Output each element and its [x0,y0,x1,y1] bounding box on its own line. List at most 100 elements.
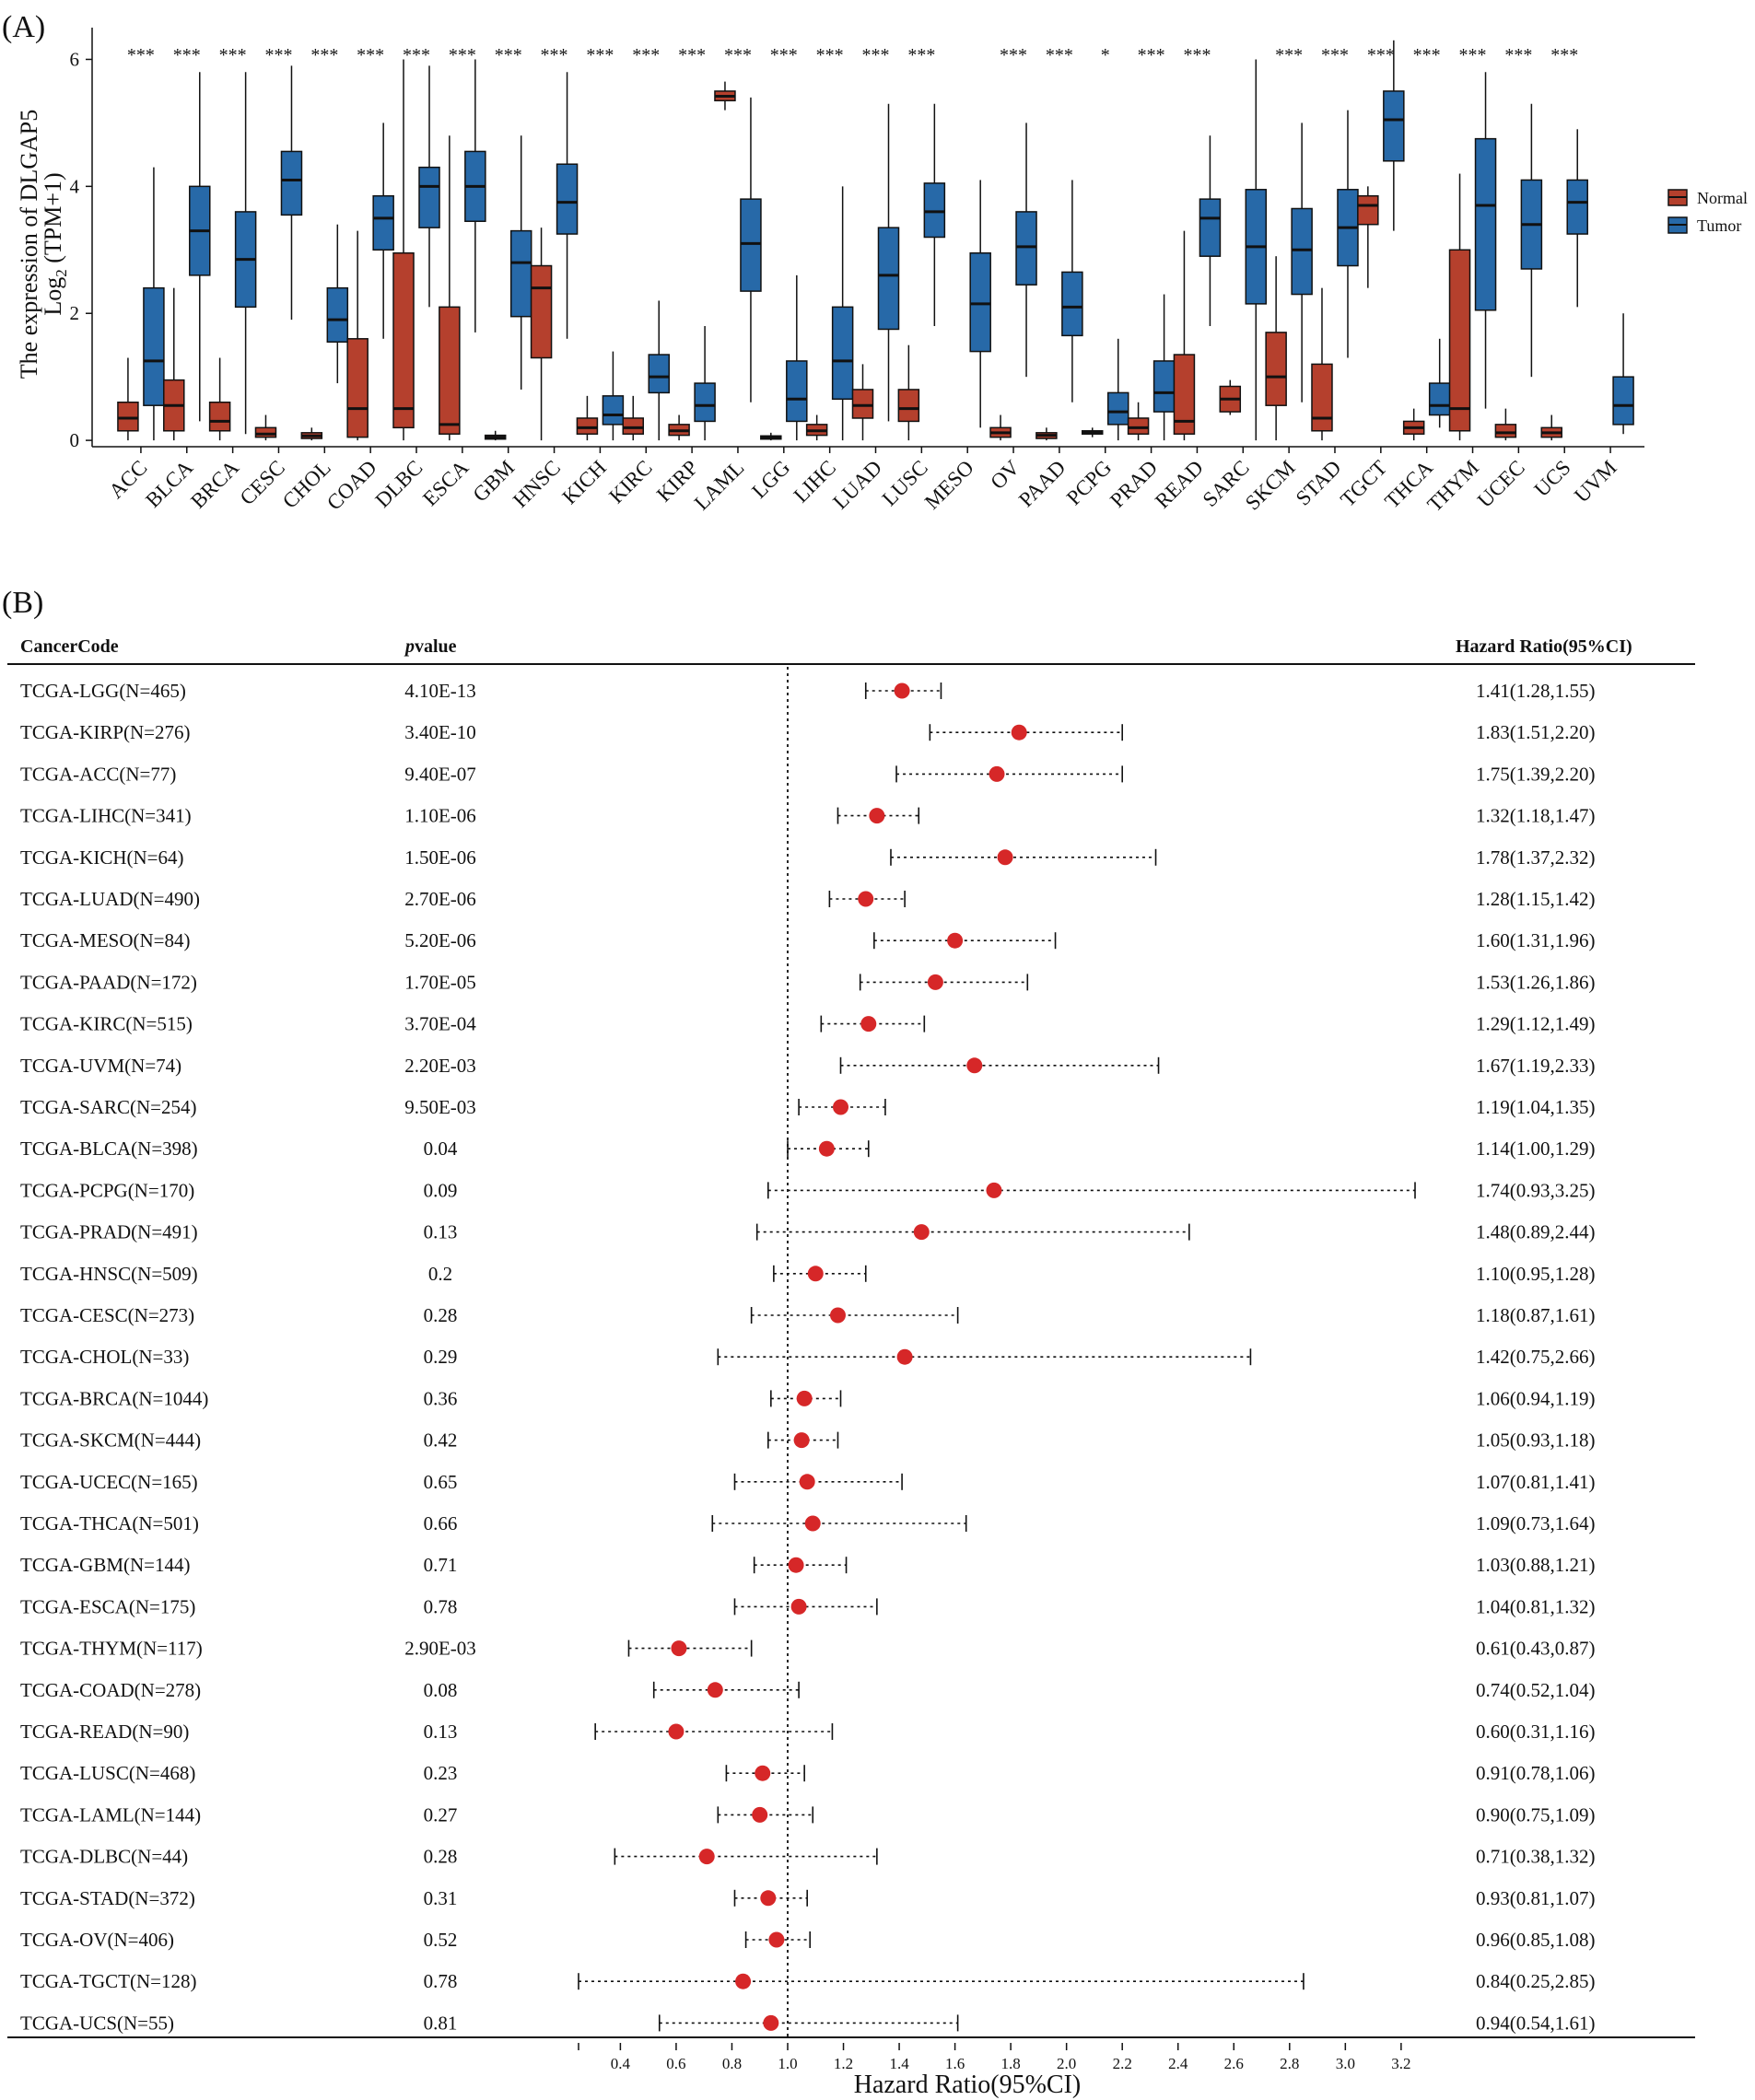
row-pvalue-tcga-kich-n-64-: 1.50E-06 [404,846,476,869]
row-pvalue-tcga-lgg-n-465-: 4.10E-13 [404,680,476,702]
box-normal-lusc-box [897,389,920,423]
significance-laml: *** [724,45,752,65]
x-tick-label-luad: LUAD [828,456,886,514]
x-tick-label: 1.0 [778,2055,797,2072]
row-pvalue-tcga-ov-n-406-: 0.52 [424,1929,458,1951]
row-pvalue-tcga-kirc-n-515-: 3.70E-04 [404,1013,476,1035]
significance-acc: *** [127,45,155,65]
row-hr-tcga-thym-n-117-: 0.61(0.43,0.87) [1476,1638,1596,1660]
box-normal-luad-box [851,389,874,419]
box-tumor-laml-box [740,198,762,292]
box-tumor-skcm-box [1291,207,1313,296]
row-cancer-tcga-read-n-90-: TCGA-READ(N=90) [20,1721,189,1743]
significance-lihc: *** [816,45,844,65]
row-pvalue-tcga-sarc-n-254-: 9.50E-03 [404,1096,476,1118]
row-cancer-tcga-brca-n-1044-: TCGA-BRCA(N=1044) [20,1387,208,1409]
box-tumor-lihc-box [831,306,854,401]
box-tumor-chol-box [326,286,349,344]
row-pvalue-tcga-gbm-n-144-: 0.71 [424,1554,458,1576]
row-hr-tcga-stad-n-372-: 0.93(0.81,1.07) [1476,1887,1596,1909]
row-pvalue-tcga-lusc-n-468-: 0.23 [424,1762,458,1784]
box-tumor-lusc-box [923,182,946,239]
significance-read: *** [1183,45,1211,65]
significance-ucs: *** [1550,45,1578,65]
forest-rows: TCGA-LGG(N=465) 4.10E-13 1.41(1.28,1.55) TC… [20,667,1596,2037]
box-tumor-kich-box [602,395,625,426]
row-pvalue-tcga-kirp-n-276-: 3.40E-10 [404,721,476,743]
row-pvalue-tcga-meso-n-84-: 5.20E-06 [404,929,476,951]
row-cancer-tcga-acc-n-77-: TCGA-ACC(N=77) [20,763,176,785]
x-tick-label-lgg: LGG [747,456,794,503]
row-hr-tcga-esca-n-175-: 1.04(0.81,1.32) [1476,1595,1596,1617]
row-pvalue-tcga-luad-n-490-: 2.70E-06 [404,888,476,910]
row-cancer-tcga-dlbc-n-44-: TCGA-DLBC(N=44) [20,1846,188,1868]
box-tumor-tgct-box [1383,90,1405,162]
row-cancer-tcga-lihc-n-341-: TCGA-LIHC(N=341) [20,805,192,827]
hr-point-tcga-kirc-n-515- [860,1016,877,1032]
row-hr-tcga-laml-n-144-: 0.90(0.75,1.09) [1476,1803,1596,1826]
row-hr-tcga-kich-n-64-: 1.78(1.37,2.32) [1476,846,1596,869]
significance-paad: *** [1046,45,1073,65]
row-cancer-tcga-kirc-n-515-: TCGA-KIRC(N=515) [20,1013,193,1035]
row-cancer-tcga-stad-n-372-: TCGA-STAD(N=372) [20,1887,195,1909]
row-hr-tcga-ov-n-406-: 0.96(0.85,1.08) [1476,1929,1596,1951]
row-hr-tcga-kirc-n-515-: 1.29(1.12,1.49) [1476,1013,1596,1035]
box-tumor-hnsc-box [556,163,579,235]
hr-point-tcga-read-n-90- [668,1723,684,1740]
x-tick-label-skcm: SKCM [1241,456,1300,515]
significance-lusc: *** [907,45,935,65]
x-tick-label-pcpg: PCPG [1062,456,1116,509]
row-pvalue-tcga-thym-n-117-: 2.90E-03 [404,1638,476,1660]
legend-label-tumor: Tumor [1697,216,1741,235]
hr-point-tcga-gbm-n-144- [788,1557,804,1573]
x-tick-label-ov: OV [986,456,1024,494]
box-tumor-ucs-box [1566,179,1588,235]
row-hr-tcga-pcpg-n-170-: 1.74(0.93,3.25) [1476,1179,1596,1201]
row-cancer-tcga-uvm-n-74-: TCGA-UVM(N=74) [20,1055,181,1077]
row-hr-tcga-cesc-n-273-: 1.18(0.87,1.61) [1476,1304,1596,1326]
box-normal-thym-box [1448,249,1471,432]
row-pvalue-tcga-hnsc-n-509-: 0.2 [428,1263,452,1285]
row-cancer-tcga-laml-n-144-: TCGA-LAML(N=144) [20,1803,201,1826]
box-tumor-cesc-box [280,150,303,216]
box-normal-esca-box [439,306,461,435]
significance-kirp: *** [678,45,706,65]
x-tick-label: 3.2 [1391,2055,1410,2072]
hr-point-tcga-sarc-n-254- [833,1099,849,1115]
box-normal-dlbc-box [392,251,415,429]
hr-point-tcga-lusc-n-468- [755,1765,771,1781]
x-tick-label-uvm: UVM [1570,456,1621,508]
box-tumor-coad-box [372,194,394,251]
y-tick-label: 2 [70,302,80,324]
box-normal-acc-box [117,401,139,432]
y-tick-label: 6 [70,48,80,70]
x-tick-label-hnsc: HNSC [509,456,565,512]
box-normal-cesc-box [254,426,277,438]
row-pvalue-tcga-lihc-n-341-: 1.10E-06 [404,805,476,827]
row-hr-tcga-tgct-n-128-: 0.84(0.25,2.85) [1476,1970,1596,1992]
row-cancer-tcga-meso-n-84-: TCGA-MESO(N=84) [20,929,191,951]
header-pvalue: pvalue [404,636,457,657]
row-cancer-tcga-sarc-n-254-: TCGA-SARC(N=254) [20,1096,197,1118]
x-tick-label-blca: BLCA [141,456,197,512]
box-tumor-read-box [1199,198,1222,257]
hr-point-tcga-dlbc-n-44- [698,1849,715,1865]
row-cancer-tcga-coad-n-278-: TCGA-COAD(N=278) [20,1679,201,1701]
x-tick-label-kirc: KIRC [604,456,657,508]
box-normal-brca-box [208,401,231,432]
x-axis-label: Hazard Ratio(95%CI) [854,2071,1081,2099]
y-axis-label-line1: The expression of DLGAP5 [16,110,42,379]
hr-point-tcga-ov-n-406- [768,1931,785,1948]
significance-prad: *** [1138,45,1165,65]
hr-point-tcga-skcm-n-444- [793,1432,810,1449]
row-hr-tcga-uvm-n-74-: 1.67(1.19,2.33) [1476,1055,1596,1077]
box-normal-prad-box [1127,417,1150,435]
row-pvalue-tcga-brca-n-1044-: 0.36 [424,1387,458,1409]
hr-point-tcga-ucs-n-55- [763,2014,779,2031]
significance-brca: *** [219,45,247,65]
row-pvalue-tcga-thca-n-501-: 0.66 [424,1512,458,1534]
row-hr-tcga-acc-n-77-: 1.75(1.39,2.20) [1476,763,1596,785]
y-tick-label: 0 [70,429,80,451]
y-axis-label-log: Log [40,277,66,316]
row-hr-tcga-hnsc-n-509-: 1.10(0.95,1.28) [1476,1263,1596,1285]
